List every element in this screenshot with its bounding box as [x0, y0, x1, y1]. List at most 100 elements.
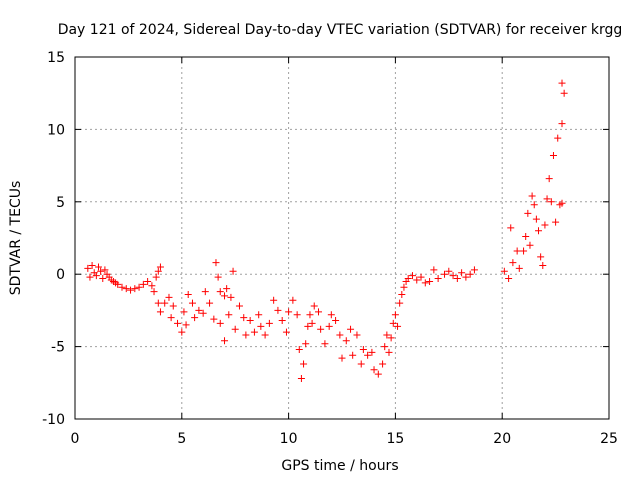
- data-point: [554, 134, 562, 142]
- data-point: [152, 273, 160, 281]
- data-point: [466, 270, 474, 278]
- data-point: [524, 209, 532, 217]
- data-point: [426, 277, 434, 285]
- data-point: [400, 283, 408, 291]
- data-point: [188, 299, 196, 307]
- data-point: [385, 348, 393, 356]
- data-point: [389, 319, 397, 327]
- data-point: [381, 343, 389, 351]
- data-point: [558, 79, 566, 87]
- data-point: [549, 151, 557, 159]
- data-point: [221, 292, 229, 300]
- data-point: [191, 314, 199, 322]
- data-point: [257, 322, 265, 330]
- data-point: [310, 302, 318, 310]
- data-point: [297, 374, 305, 382]
- data-point: [394, 322, 402, 330]
- data-point: [165, 293, 173, 301]
- data-point: [174, 319, 182, 327]
- data-point: [229, 267, 237, 275]
- data-point: [92, 272, 100, 280]
- x-tick-label: 5: [177, 431, 186, 447]
- data-point: [114, 280, 122, 288]
- data-point: [505, 275, 513, 283]
- x-tick-label: 25: [600, 431, 618, 447]
- x-tick-label: 0: [71, 431, 80, 447]
- data-point: [101, 266, 109, 274]
- data-point: [321, 340, 329, 348]
- data-point: [421, 279, 429, 287]
- y-tick-label: 15: [47, 50, 65, 66]
- data-point: [325, 322, 333, 330]
- data-point: [184, 290, 192, 298]
- data-point: [167, 314, 175, 322]
- y-tick-label: 10: [47, 122, 65, 138]
- data-point: [154, 267, 162, 275]
- data-point: [507, 224, 515, 232]
- y-tick-label: 5: [56, 195, 65, 211]
- data-point: [178, 328, 186, 336]
- data-point: [434, 275, 442, 283]
- data-point: [240, 314, 248, 322]
- data-point: [161, 299, 169, 307]
- data-point: [127, 286, 135, 294]
- data-point: [552, 218, 560, 226]
- data-point: [227, 293, 235, 301]
- data-point: [359, 345, 367, 353]
- data-point: [528, 192, 536, 200]
- data-point: [543, 195, 551, 203]
- data-point: [144, 277, 152, 285]
- data-point: [135, 283, 143, 291]
- data-point: [216, 319, 224, 327]
- data-point: [387, 334, 395, 342]
- data-point: [500, 267, 508, 275]
- data-point: [558, 120, 566, 128]
- data-point: [148, 282, 156, 290]
- data-point: [537, 253, 545, 261]
- data-point: [206, 299, 214, 307]
- x-tick-label: 15: [386, 431, 404, 447]
- data-point: [265, 319, 273, 327]
- data-point: [282, 328, 290, 336]
- data-point: [231, 325, 239, 333]
- data-point: [317, 325, 325, 333]
- data-point: [458, 269, 466, 277]
- data-point: [99, 275, 107, 283]
- data-point: [250, 328, 258, 336]
- data-point: [270, 296, 278, 304]
- data-point: [306, 311, 314, 319]
- y-tick-label: -5: [51, 340, 65, 356]
- data-series-sdtvar: [84, 79, 568, 382]
- data-point: [212, 259, 220, 267]
- data-point: [370, 366, 378, 374]
- data-point: [558, 199, 566, 207]
- data-point: [150, 288, 158, 296]
- data-point: [462, 273, 470, 281]
- data-point: [338, 354, 346, 362]
- data-point: [199, 309, 207, 317]
- data-point: [308, 319, 316, 327]
- data-point: [169, 302, 177, 310]
- data-point: [417, 273, 425, 281]
- data-point: [223, 285, 231, 293]
- data-point: [242, 331, 250, 339]
- data-point: [154, 299, 162, 307]
- data-point: [364, 351, 372, 359]
- data-point: [216, 288, 224, 296]
- data-point: [445, 267, 453, 275]
- data-point: [383, 331, 391, 339]
- data-point: [560, 89, 568, 97]
- data-point: [278, 317, 286, 325]
- data-point: [413, 276, 421, 284]
- data-point: [353, 331, 361, 339]
- data-point: [520, 247, 528, 255]
- data-point: [118, 283, 126, 291]
- data-point: [522, 233, 530, 241]
- data-point: [530, 201, 538, 209]
- data-point: [156, 308, 164, 316]
- grid: [75, 57, 609, 419]
- y-tick-label: -10: [42, 412, 65, 428]
- data-point: [408, 272, 416, 280]
- data-point: [94, 263, 102, 271]
- data-point: [430, 266, 438, 274]
